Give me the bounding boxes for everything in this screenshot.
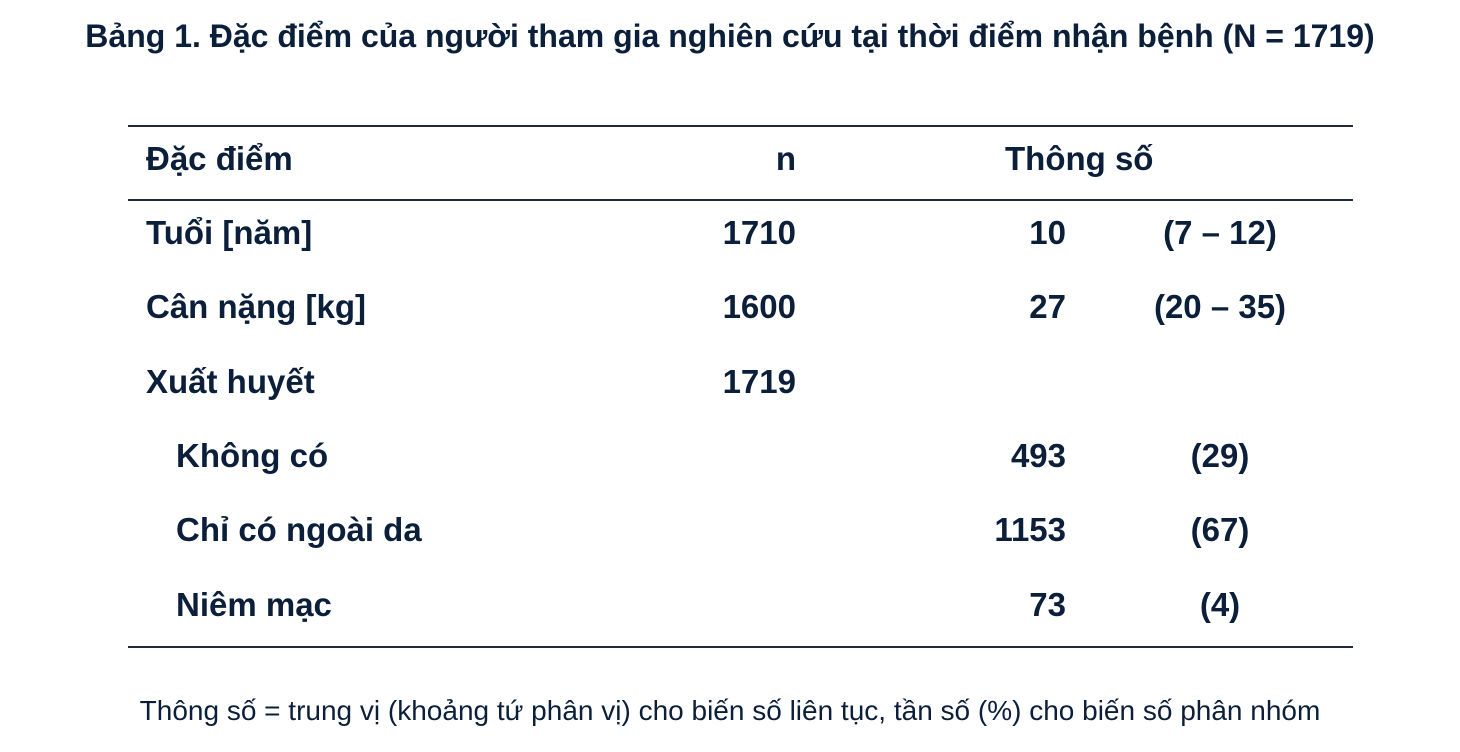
row-range-age: (7 – 12)	[1163, 214, 1277, 251]
row-range-none: (29)	[1190, 437, 1250, 474]
table-footnote: Thông số = trung vị (khoảng tứ phân vị) …	[139, 695, 1321, 726]
row-n-weight: 1600	[722, 288, 796, 325]
row-value-none: 493	[1010, 437, 1066, 474]
row-label-skin-only: Chỉ có ngoài da	[176, 511, 422, 548]
row-range-mucosal: (4)	[1199, 586, 1241, 623]
header-parameter: Thông số	[1005, 140, 1154, 177]
table-title: Bảng 1. Đặc điểm của người tham gia nghi…	[85, 18, 1375, 54]
row-label-mucosal: Niêm mạc	[176, 586, 332, 623]
row-value-weight: 27	[1029, 288, 1066, 325]
header-characteristic: Đặc điểm	[146, 140, 293, 177]
header-n: n	[775, 140, 796, 177]
row-range-skin-only: (67)	[1190, 511, 1250, 548]
table-top-rule	[128, 125, 1353, 127]
row-value-mucosal: 73	[1029, 586, 1066, 623]
row-label-none: Không có	[176, 437, 329, 474]
row-n-age: 1710	[722, 214, 796, 251]
row-range-weight: (20 – 35)	[1153, 288, 1287, 325]
row-n-bleeding: 1719	[722, 363, 796, 400]
row-label-weight: Cân nặng [kg]	[146, 288, 366, 325]
row-value-age: 10	[1029, 214, 1066, 251]
table-header-rule	[128, 199, 1353, 201]
row-label-age: Tuổi [năm]	[146, 214, 313, 251]
table-bottom-rule	[128, 646, 1353, 648]
row-value-skin-only: 1153	[994, 511, 1066, 548]
row-label-bleeding: Xuất huyết	[146, 363, 315, 400]
